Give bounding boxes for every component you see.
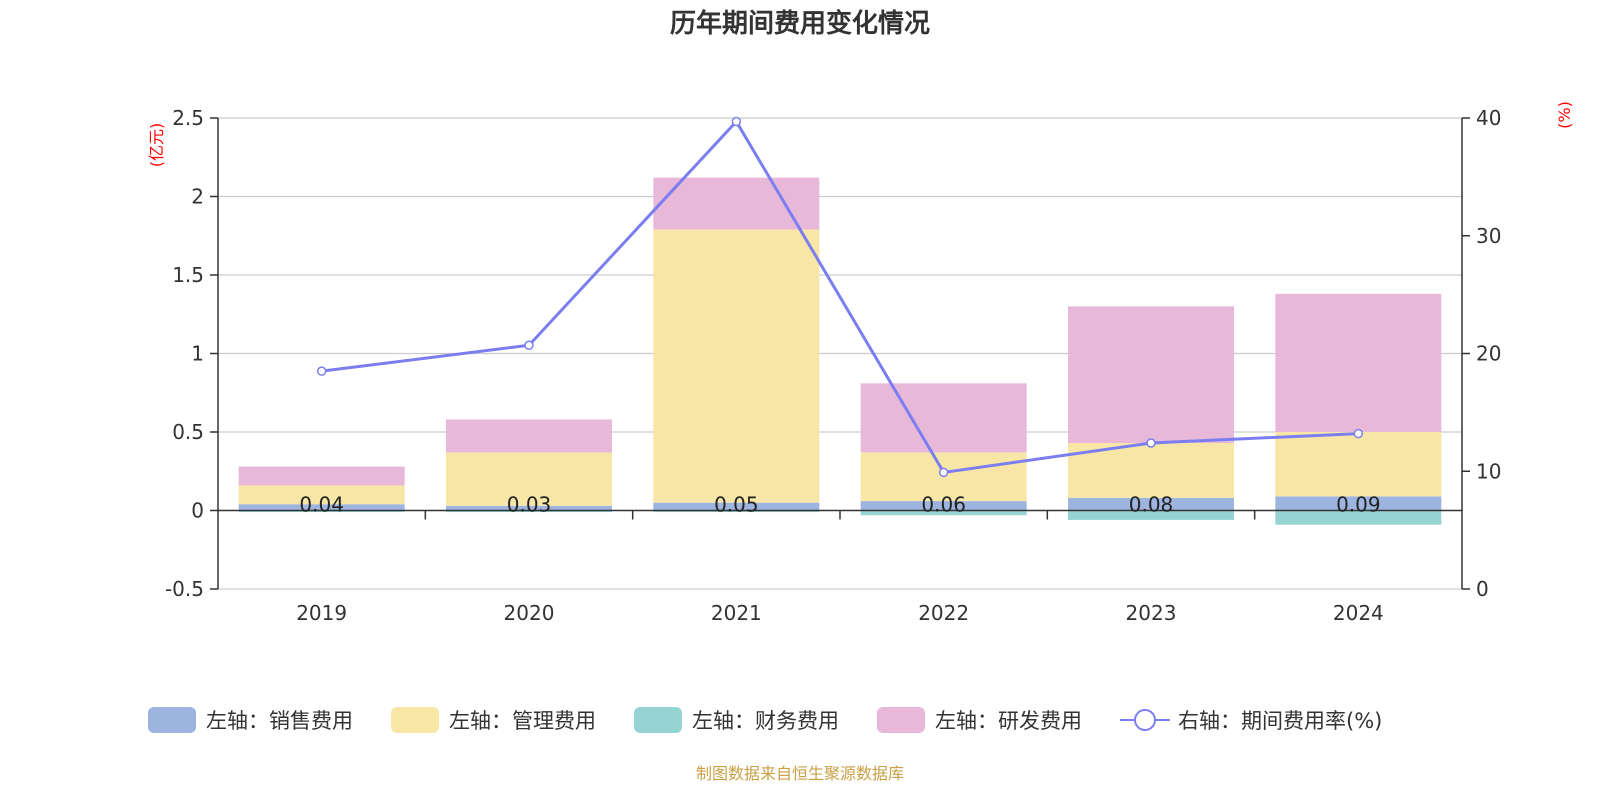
x-tick-label: 2021 [711,601,762,625]
right-tick-label: 0 [1476,577,1489,601]
rate-point [938,467,949,478]
legend-label: 右轴：期间费用率(%) [1178,709,1382,733]
x-tick-label: 2019 [296,601,347,625]
left-tick-label: 2.5 [172,106,204,130]
bar [653,177,820,230]
x-tick-label: 2022 [918,601,969,625]
right-tick-label: 30 [1476,224,1501,248]
bar [1275,496,1442,511]
bar [860,383,1027,453]
right-tick-label: 10 [1476,459,1501,483]
left-tick-label: 1.5 [172,263,204,287]
right-axis-unit: (%) [1555,101,1574,129]
bar [653,229,820,503]
data-label: 0.08 [1129,493,1174,517]
legend-swatch [148,707,196,733]
rate-point [1353,428,1364,439]
data-label: 0.03 [507,493,552,517]
axes: -0.5 0 0.5 1 1.5 2 2.5 0 10 20 30 40 2019 2020 2021 202… [165,106,1501,625]
bar [446,452,612,506]
bar [238,504,405,511]
legend-label: 左轴：财务费用 [692,709,839,733]
data-label: 0.06 [921,493,966,517]
data-labels: 0.04 0.03 0.05 0.06 0.08 0.09 [299,493,1380,517]
bar-series [238,177,1442,525]
left-tick-label: -0.5 [165,577,204,601]
legend-label: 左轴：销售费用 [206,709,353,733]
legend-marker-swatch [1134,709,1156,731]
bar [1068,497,1234,511]
bar [860,501,1027,511]
bar [1275,432,1442,497]
legend: 左轴：销售费用 左轴：管理费用 左轴：财务费用 左轴：研发费用 右轴：期间费用率(%) [148,707,1382,733]
data-label: 0.09 [1336,493,1381,517]
left-axis-unit: (亿元) [147,123,166,168]
bar [238,485,405,505]
bar [446,419,612,453]
legend-label: 左轴：研发费用 [935,709,1082,733]
x-tick-label: 2020 [504,601,555,625]
left-tick-label: 0.5 [172,420,204,444]
legend-swatch [877,707,925,733]
left-tick-label: 2 [191,185,204,209]
rate-point [731,116,742,127]
chart-title: 历年期间费用变化情况 [670,8,930,39]
bar [446,510,612,513]
rate-point [524,340,534,351]
legend-swatch [634,707,682,733]
bar [446,505,612,511]
grid-lines [218,117,1462,590]
bar [1068,510,1234,520]
bar [1275,293,1442,432]
bar [238,466,405,486]
bar [1068,306,1234,443]
rate-line [321,119,1359,475]
right-tick-label: 40 [1476,106,1501,130]
left-tick-label: 0 [191,499,204,523]
bar [238,510,405,513]
left-tick-label: 1 [191,342,204,366]
bar [860,510,1027,516]
x-tick-label: 2023 [1126,601,1177,625]
legend-label: 左轴：管理费用 [449,709,596,733]
right-tick-label: 20 [1476,342,1501,366]
data-label: 0.04 [299,493,344,517]
source-note: 制图数据来自恒生聚源数据库 [696,764,904,783]
rate-point [316,366,327,376]
line-series [316,116,1364,478]
x-tick-label: 2024 [1333,601,1384,625]
bar [1275,510,1442,525]
bar [653,502,820,511]
legend-swatch [391,707,439,733]
rate-point [1146,438,1156,448]
data-label: 0.05 [714,493,759,517]
bar [653,510,820,513]
